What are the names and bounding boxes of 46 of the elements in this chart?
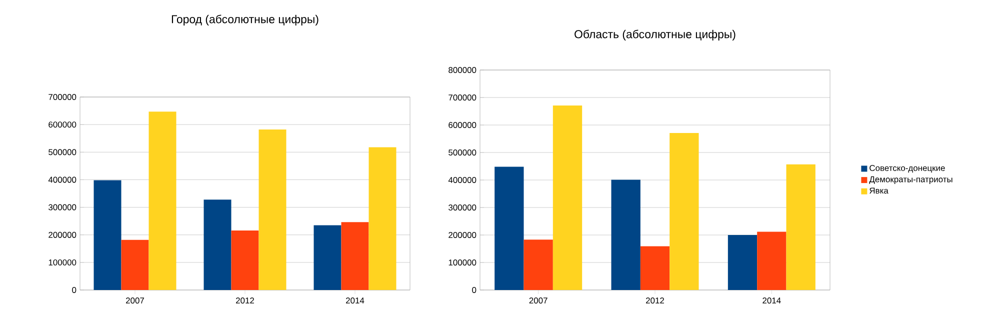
x-tick-label: 2014: [762, 298, 781, 304]
y-tick-label: 400000: [448, 177, 476, 183]
y-tick-label: 600000: [448, 122, 476, 128]
chart-title: Город (абсолютные цифры): [172, 14, 318, 26]
y-tick-label: 700000: [48, 94, 76, 100]
y-tick-label: 500000: [448, 150, 476, 156]
bar: [494, 166, 524, 290]
y-tick-label: 500000: [48, 149, 76, 156]
y-tick-label: 600000: [48, 122, 76, 128]
bar: [368, 147, 396, 290]
bar: [341, 222, 369, 290]
x-tick-label: 2007: [126, 298, 144, 304]
x-tick-label: 2012: [646, 298, 664, 304]
y-tick-label: 200000: [48, 232, 76, 238]
x-tick-label: 2012: [236, 298, 254, 304]
x-tick-label: 2014: [346, 298, 364, 304]
bar: [728, 235, 758, 290]
y-tick-label: 0: [472, 287, 476, 293]
bar: [204, 200, 232, 290]
bar: [786, 164, 816, 290]
bar: [757, 232, 786, 290]
bar: [121, 240, 149, 290]
bar: [94, 180, 122, 290]
bar: [314, 225, 342, 290]
legend-label: Советско-донецкие: [870, 165, 945, 173]
bar: [231, 230, 259, 290]
bar: [524, 240, 553, 290]
bar: [640, 246, 670, 290]
legend-label: Демократы-патриоты: [869, 176, 952, 184]
y-tick-label: 700000: [448, 94, 476, 100]
x-tick-label: 2007: [529, 298, 548, 304]
y-tick-label: 400000: [48, 176, 76, 183]
y-tick-label: 800000: [448, 67, 476, 73]
bar: [258, 130, 286, 290]
y-tick-label: 300000: [48, 204, 76, 210]
bar: [552, 105, 582, 290]
bar: [670, 132, 699, 290]
y-tick-label: 0: [72, 287, 76, 293]
legend-label: Явка: [870, 188, 888, 194]
bar: [611, 180, 640, 290]
y-tick-label: 200000: [448, 232, 476, 238]
y-tick-label: 100000: [48, 259, 76, 266]
chart-title: Область (абсолютные цифры): [574, 30, 736, 41]
y-tick-label: 300000: [448, 204, 476, 210]
bar: [148, 112, 176, 290]
y-tick-label: 100000: [448, 260, 476, 266]
